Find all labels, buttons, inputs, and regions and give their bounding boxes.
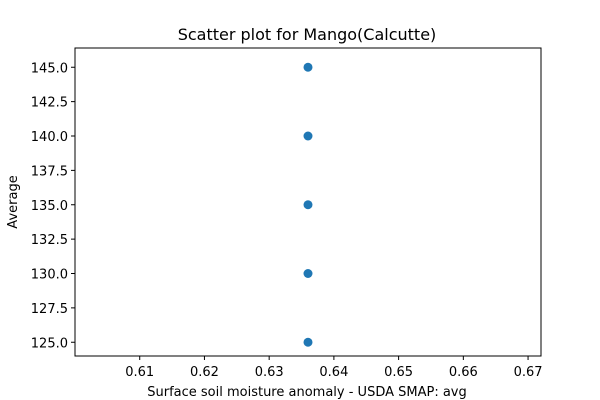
chart-title: Scatter plot for Mango(Calcutte)	[178, 25, 437, 44]
y-tick-label: 137.5	[31, 164, 68, 179]
x-axis-ticks: 0.61 0.62 0.63 0.64 0.65 0.66 0.67	[125, 356, 543, 380]
data-point	[303, 62, 313, 72]
y-tick-label: 135.0	[31, 199, 68, 214]
data-point	[303, 269, 313, 278]
x-tick-label: 0.66	[449, 365, 478, 380]
x-tick-label: 0.67	[514, 365, 543, 380]
x-tick-label: 0.65	[384, 365, 413, 380]
x-tick-label: 0.64	[319, 365, 348, 380]
x-tick-label: 0.63	[255, 365, 284, 380]
x-axis-label: Surface soil moisture anomaly - USDA SMA…	[147, 385, 467, 400]
scatter-points	[303, 62, 313, 347]
y-axis-ticks: 125.0 127.5 130.0 132.5 135.0 137.5 140.0 142.5…	[31, 61, 75, 351]
y-tick-label: 142.5	[31, 96, 68, 111]
y-tick-label: 125.0	[31, 336, 68, 351]
y-tick-label: 140.0	[31, 130, 68, 145]
x-tick-label: 0.62	[190, 365, 219, 380]
y-tick-label: 127.5	[31, 302, 68, 317]
y-tick-label: 130.0	[31, 268, 68, 283]
data-point	[303, 337, 313, 347]
y-tick-label: 132.5	[31, 233, 68, 248]
data-point	[303, 200, 313, 210]
data-point	[303, 131, 313, 141]
x-tick-label: 0.61	[125, 365, 154, 380]
y-axis-label: Average	[6, 175, 21, 228]
y-tick-label: 145.0	[31, 61, 68, 76]
